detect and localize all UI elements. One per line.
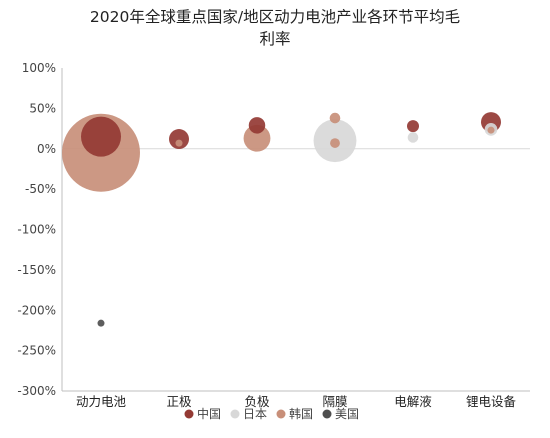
bubble-point [248, 117, 266, 134]
legend-marker [322, 409, 332, 419]
x-category-label: 锂电设备 [466, 394, 517, 409]
legend-label: 韩国 [289, 406, 313, 421]
y-tick-label: 100% [22, 61, 56, 75]
y-tick-label: -100% [17, 223, 56, 237]
bubble-point [169, 129, 189, 150]
bubble-point [487, 126, 495, 134]
bubble-point [407, 120, 419, 133]
y-tick-label: -250% [17, 344, 56, 358]
legend-marker [184, 409, 194, 419]
legend-marker [230, 409, 240, 419]
bubble-point [407, 132, 419, 143]
bubble-point [81, 116, 121, 157]
legend-label: 日本 [243, 407, 267, 421]
bubble-point [175, 139, 183, 147]
x-category-label: 隔膜 [322, 394, 347, 409]
y-tick-label: -200% [17, 303, 56, 317]
legend-marker [276, 409, 286, 419]
y-tick-label: -50% [25, 182, 56, 196]
legend-label: 中国 [197, 406, 221, 421]
y-tick-label: 0% [37, 142, 56, 156]
y-tick-label: -300% [17, 384, 56, 398]
y-tick-label: 50% [29, 101, 56, 115]
x-category-label: 动力电池 [76, 394, 127, 409]
bubble-point [97, 319, 105, 327]
x-category-label: 电解液 [394, 394, 432, 409]
chart-title-line-1: 2020年全球重点国家/地区动力电池产业各环节平均毛 [89, 8, 461, 26]
y-tick-label: -150% [17, 263, 56, 277]
bubble-point [243, 124, 271, 152]
bubble-point [329, 112, 341, 124]
bubble-point [330, 138, 340, 148]
x-category-label: 正极 [166, 394, 192, 409]
x-category-label: 负极 [244, 394, 270, 409]
legend-label: 美国 [335, 407, 359, 421]
chart-title-line-2: 利率 [259, 30, 291, 48]
chart-title: 2020年全球重点国家/地区动力电池产业各环节平均毛 利率 [40, 6, 510, 50]
